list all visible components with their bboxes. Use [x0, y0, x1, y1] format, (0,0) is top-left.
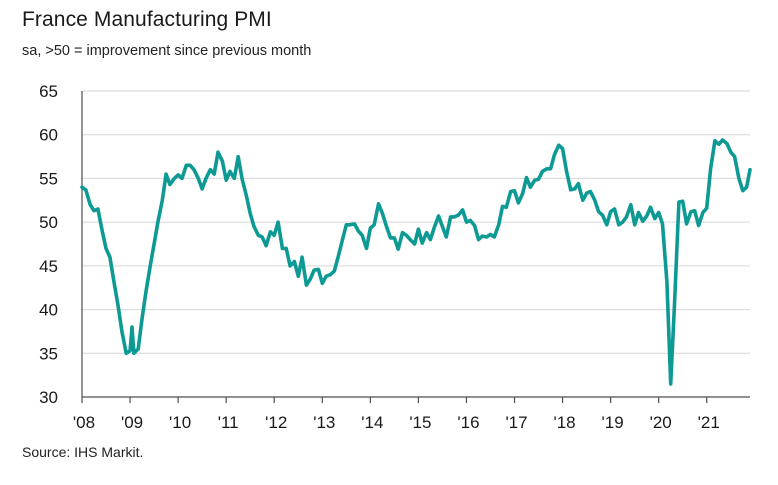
chart-title: France Manufacturing PMI [22, 8, 272, 31]
y-tick-label: 65 [39, 82, 58, 101]
x-tick-label: '18 [553, 413, 575, 432]
y-axis: 65 60 55 50 45 40 35 30 [39, 82, 83, 407]
x-tick-label: '17 [505, 413, 527, 432]
series-line-pmi [80, 138, 752, 386]
x-tick-label: '16 [457, 413, 479, 432]
y-tick-label: 40 [39, 301, 58, 320]
y-tick-label: 45 [39, 257, 58, 276]
x-tick-label: '21 [698, 413, 720, 432]
x-tick-label: '12 [265, 413, 287, 432]
y-tick-label: 50 [39, 213, 58, 232]
x-axis: '08 '09 '10 '11 '12 '13 '14 '15 '16 '17 '18 '19 '20 '… [73, 396, 750, 432]
y-tick-label: 60 [39, 126, 58, 145]
x-tick-label: '19 [602, 413, 624, 432]
x-tick-label: '20 [650, 413, 672, 432]
x-tick-label: '14 [361, 413, 383, 432]
gridlines [82, 90, 750, 354]
chart-subtitle: sa, >50 = improvement since previous mon… [22, 43, 312, 59]
x-tick-label: '13 [313, 413, 335, 432]
x-tick-label: '15 [409, 413, 431, 432]
x-tick-label: '11 [218, 413, 239, 432]
y-tick-label: 35 [39, 344, 58, 363]
series-group [80, 138, 752, 386]
x-tick-label: '09 [121, 413, 143, 432]
y-tick-label: 30 [39, 388, 58, 407]
x-tick-label: '08 [73, 413, 95, 432]
chart-source: Source: IHS Markit. [22, 444, 144, 460]
y-tick-label: 55 [39, 169, 58, 188]
x-tick-label: '10 [169, 413, 191, 432]
